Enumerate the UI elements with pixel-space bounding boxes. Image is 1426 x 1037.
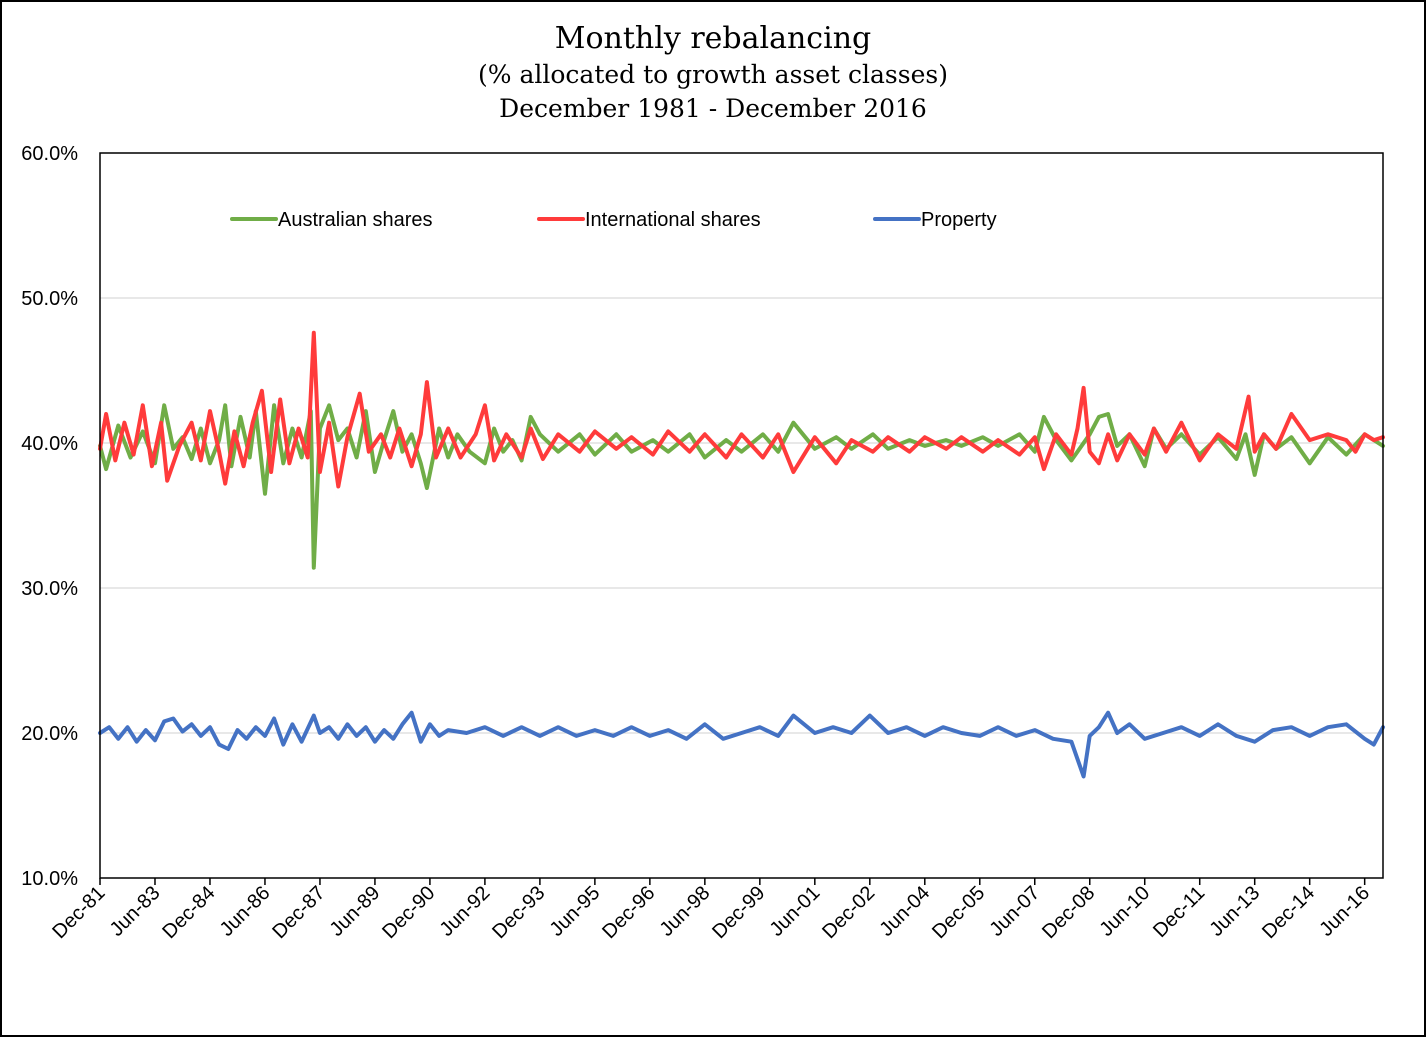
y-tick-label: 50.0% xyxy=(21,288,78,310)
legend-label: Australian shares xyxy=(278,209,433,231)
series-line-international-shares xyxy=(98,330,1385,489)
x-tick-label: Dec-87 xyxy=(268,882,329,943)
x-tick-label: Jun-89 xyxy=(326,882,385,941)
x-tick-label: Dec-02 xyxy=(818,882,879,943)
x-tick-labels: Dec-81Jun-83Dec-84Jun-86Dec-87Jun-89Dec-… xyxy=(48,882,1374,943)
x-tick-label: Jun-01 xyxy=(766,882,825,941)
legend: Australian shares International shares Pro… xyxy=(230,209,997,231)
x-tick-label: Dec-93 xyxy=(488,882,549,943)
x-tick-label: Jun-98 xyxy=(656,882,715,941)
chart-title: Monthly rebalancing xyxy=(555,21,871,56)
x-tick-label: Jun-95 xyxy=(546,882,605,941)
x-tick-label: Jun-13 xyxy=(1205,882,1264,941)
x-tick-label: Dec-84 xyxy=(158,882,219,943)
x-tick-label: Jun-07 xyxy=(985,882,1044,941)
y-tick-label: 10.0% xyxy=(21,868,78,890)
chart-subtitle-line-2: December 1981 - December 2016 xyxy=(499,94,927,123)
legend-label: International shares xyxy=(585,209,761,231)
x-tick-label: Jun-92 xyxy=(436,882,495,941)
y-tick-label: 30.0% xyxy=(21,578,78,600)
plot-area-border xyxy=(99,152,1384,879)
x-tick-label: Dec-81 xyxy=(48,882,109,943)
x-tick-label: Dec-90 xyxy=(378,882,439,943)
y-tick-label: 40.0% xyxy=(21,433,78,455)
x-tick-label: Jun-10 xyxy=(1095,882,1154,941)
x-tick-label: Dec-99 xyxy=(708,882,769,943)
x-tick-label: Dec-08 xyxy=(1038,882,1099,943)
x-tick-label: Dec-96 xyxy=(598,882,659,943)
x-tick-label: Jun-04 xyxy=(876,882,935,941)
series-lines xyxy=(98,330,1385,779)
series-line-australian-shares xyxy=(98,403,1385,570)
x-tick-label: Jun-16 xyxy=(1315,882,1374,941)
y-tick-label: 60.0% xyxy=(21,143,78,165)
y-tick-labels: 10.0% 20.0% 30.0% 40.0% 50.0% 60.0% xyxy=(21,143,78,890)
x-tick-label: Dec-14 xyxy=(1258,882,1319,943)
x-tick-label: Jun-83 xyxy=(106,882,165,941)
x-tick-label: Dec-11 xyxy=(1149,882,1209,942)
series-line-property xyxy=(98,710,1385,779)
chart-subtitle-line-1: (% allocated to growth asset classes) xyxy=(478,60,948,89)
axes xyxy=(99,152,1384,885)
x-tick-label: Dec-05 xyxy=(928,882,989,943)
y-tick-label: 20.0% xyxy=(21,723,78,745)
legend-label: Property xyxy=(921,209,997,231)
x-tick-label: Jun-86 xyxy=(216,882,275,941)
